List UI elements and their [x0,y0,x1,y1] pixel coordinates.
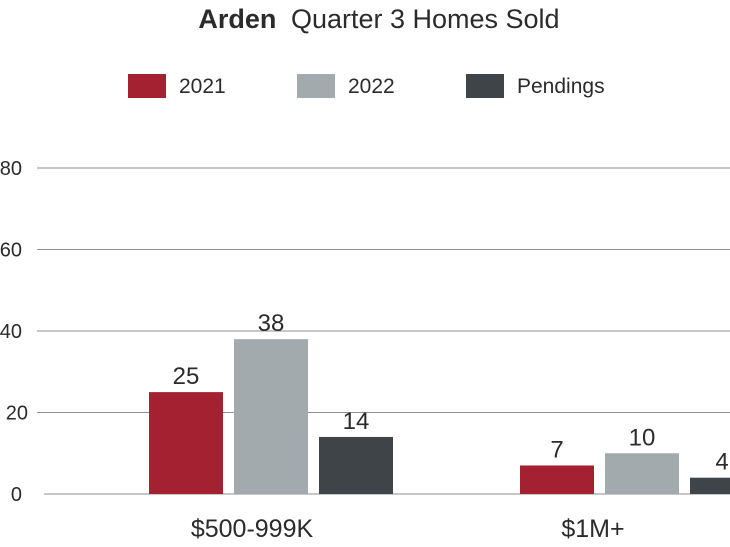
legend-label: 2022 [348,75,395,98]
legend: 2021 2022 Pendings [128,74,605,98]
bar-value-label: 7 [550,436,563,463]
bar-value-label: 38 [258,310,285,337]
bar [234,339,308,494]
x-axis-labels: $500-999K $1M+ [191,515,625,543]
x-tick-label: $1M+ [561,515,624,543]
bar [319,436,393,494]
bars: 25 38 14 7 10 4 [149,310,730,494]
chart-title-bold: Arden [198,4,276,34]
x-tick-label: $500-999K [191,515,314,543]
y-tick-label: 80 [0,158,22,180]
bar [605,453,679,494]
bar-value-label: 4 [715,449,728,476]
bar-value-label: 25 [173,363,200,390]
y-tick-label: 20 [6,403,28,425]
chart-title-rest: Quarter 3 Homes Sold [291,4,560,34]
gridlines: 0 20 40 60 80 [0,158,730,506]
bar [520,465,594,494]
chart-title: Arden Quarter 3 Homes Sold [198,4,559,34]
bar [690,477,730,494]
legend-label: 2021 [179,75,226,98]
legend-swatch [297,74,335,98]
legend-label: Pendings [517,75,605,98]
bar [149,392,223,494]
legend-swatch [128,74,166,98]
y-tick-label: 0 [11,484,22,506]
bar-value-label: 14 [343,408,370,435]
bar-value-label: 10 [629,424,656,451]
y-tick-label: 40 [0,321,22,343]
legend-swatch [466,74,504,98]
y-tick-label: 60 [0,240,22,262]
